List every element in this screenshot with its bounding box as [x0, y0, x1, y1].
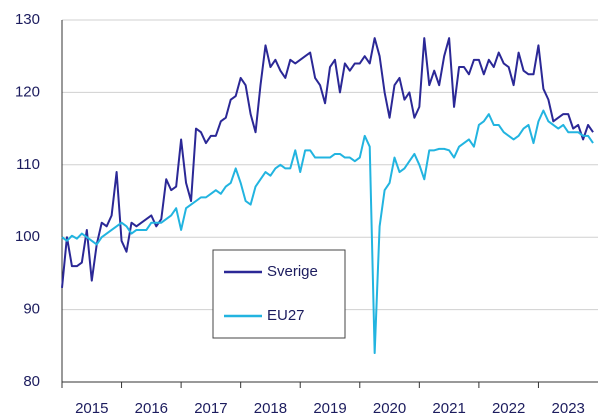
x-tick-label: 2021 — [432, 400, 465, 417]
legend-label: EU27 — [267, 307, 305, 324]
x-tick-label: 2016 — [135, 400, 168, 417]
y-tick-label: 90 — [23, 301, 40, 318]
y-tick-label: 130 — [15, 11, 40, 28]
x-tick-label: 2019 — [313, 400, 346, 417]
x-tick-label: 2018 — [254, 400, 287, 417]
series-line — [61, 37, 594, 288]
x-tick-label: 2023 — [552, 400, 585, 417]
x-tick-label: 2017 — [194, 400, 227, 417]
y-tick-label: 110 — [16, 156, 40, 173]
x-tick-label: 2022 — [492, 400, 525, 417]
legend-label: Sverige — [267, 263, 318, 280]
legend-box — [212, 249, 346, 339]
series-line — [61, 109, 594, 355]
y-tick-label: 80 — [23, 373, 40, 390]
x-tick-label: 2015 — [75, 400, 108, 417]
x-tick-label: 2020 — [373, 400, 406, 417]
y-tick-label: 100 — [15, 228, 40, 245]
y-tick-label: 120 — [15, 83, 40, 100]
